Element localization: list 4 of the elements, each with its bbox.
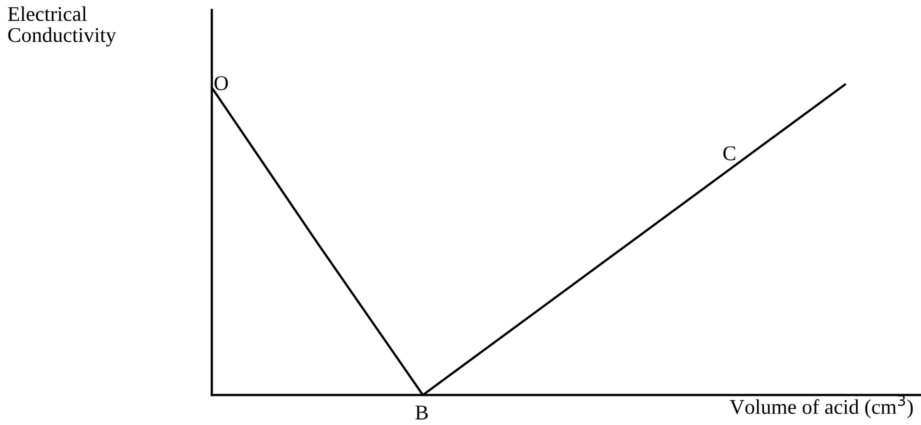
annotation: C — [723, 146, 736, 160]
text: B — [415, 406, 428, 420]
text: Electrical Conductivity — [8, 6, 116, 46]
annotation: O — [214, 76, 228, 90]
